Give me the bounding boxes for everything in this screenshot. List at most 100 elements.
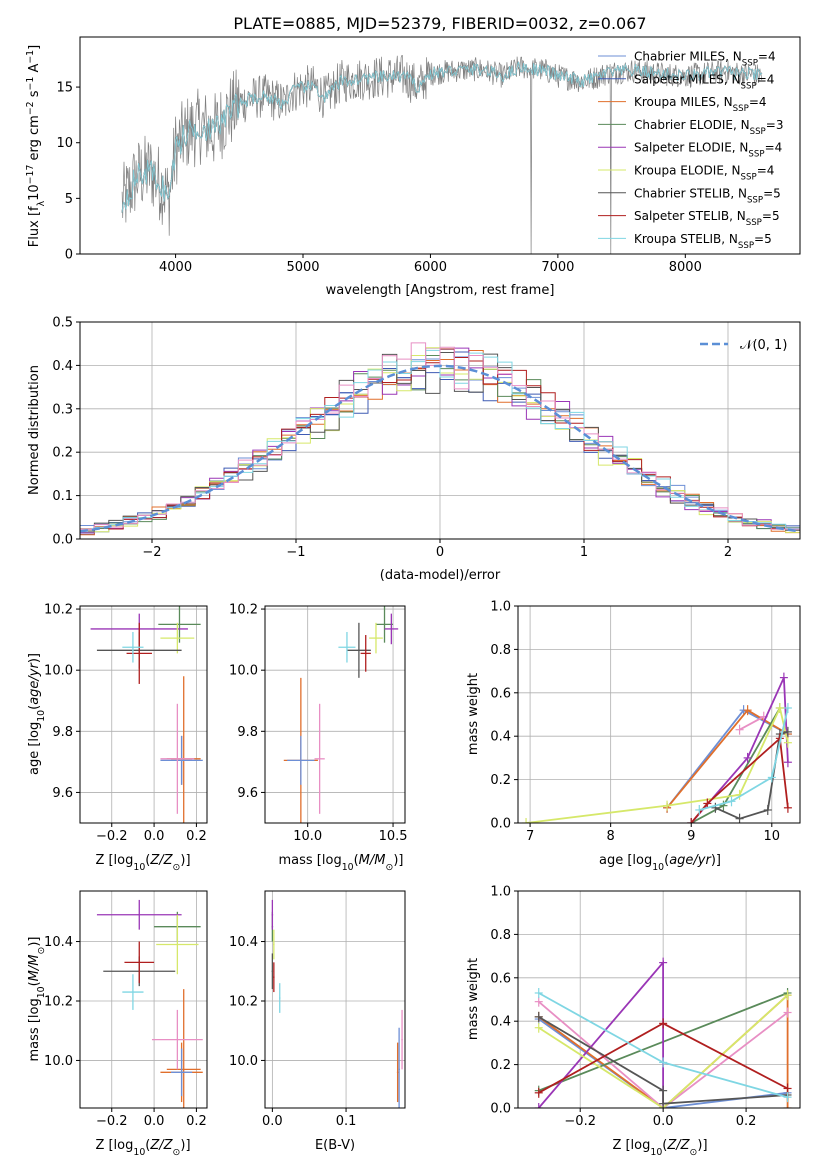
y-tick-label: 0.8 [490,928,511,943]
weight-z-ylabel: mass weight [466,958,481,1040]
label-part: −2 [25,101,36,115]
clipped-data [80,342,800,536]
weight-line-chabrier_stelib [538,1016,788,1105]
model-spectrum-kroupa_stelib [121,61,763,213]
label-part: 10 [133,862,145,873]
label-part: SSP [747,195,763,205]
frame-layer [76,36,801,1112]
label-part: M/M [359,853,386,868]
label-part: )] [27,653,42,663]
label-part: =4 [758,50,776,64]
label-part: mass [log [27,998,42,1061]
label-part: ⊙ [173,1147,181,1158]
age-z-xlabel: Z [log10(Z/Z⊙)] [95,853,190,873]
label-part: =5 [763,186,781,200]
label-part: =3 [766,118,784,132]
y-tick-label: 10.0 [229,1054,258,1069]
y-tick-label: 0.2 [52,446,73,461]
label-part: Kroupa ELODIE, N [634,164,741,178]
label-part: ( [145,853,150,868]
axes-frame [79,890,208,1109]
data-layer [80,55,800,1108]
label-part: Salpeter STELIB, N [634,209,746,223]
clipped-data [534,957,792,1108]
label-part: Flux [f [27,206,42,247]
x-tick-label: 7 [526,829,534,844]
weight-line-kroupa_elodie [538,994,789,1108]
x-tick-label: 0.0 [262,1114,283,1129]
y-tick-label: 0.4 [490,1015,511,1030]
x-tick-label: 10 [764,829,781,844]
y-tick-label: 0.2 [490,773,511,788]
label-part: =4 [765,141,783,155]
label-part: )] [697,1138,707,1153]
weight-line-extra_pink [739,715,765,731]
y-tick-label: 0.4 [490,730,511,745]
x-tick-label: 8 [607,829,615,844]
y-tick-label: 0.8 [490,643,511,658]
x-tick-label: 0.0 [144,1114,165,1129]
legend-label: Kroupa ELODIE, NSSP=4 [634,164,774,183]
x-tick-label: −1 [286,545,305,560]
y-tick-label: 9.8 [52,725,73,740]
label-part: )] [711,853,721,868]
label-part: SSP [733,104,749,114]
x-tick-label: 6000 [414,260,447,275]
y-tick-label: 0.6 [490,686,511,701]
legend-label: Chabrier MILES, NSSP=4 [634,50,776,69]
legend-label: Salpeter MILES, NSSP=4 [634,72,774,91]
label-part: 10 [36,986,47,998]
label-part: )] [180,1138,190,1153]
label-part: Z [log [612,1138,650,1153]
x-tick-label: 1 [580,545,588,560]
x-tick-label: −0.2 [96,1114,128,1129]
x-tick-label: 0.0 [653,1114,674,1129]
figure-title: PLATE=0885, MJD=52379, FIBERID=0032, z=0… [233,14,646,33]
label-part: SSP [750,127,766,137]
label-part: A [27,64,42,77]
label-part: ⊙ [36,947,47,955]
y-tick-label: 10.2 [229,603,258,618]
y-tick-label: 10.2 [229,994,258,1009]
x-tick-label: 10.0 [293,829,322,844]
x-tick-label: 2 [724,545,732,560]
x-tick-label: 9 [687,829,695,844]
label-part: 10 [652,862,664,873]
label-part: Z [log [95,853,133,868]
weight-age-xlabel: age [log10(age/yr)] [599,853,721,873]
y-tick-label: 5 [65,192,73,207]
label-part: 10 [27,184,42,201]
x-tick-label: 0.1 [336,1114,357,1129]
label-part: SSP [748,150,764,160]
y-tick-label: 9.6 [237,786,258,801]
y-tick-label: 0 [65,248,73,263]
y-tick-label: 0.3 [52,402,73,417]
label-part: Kroupa MILES, N [634,95,733,109]
weight-line-salpeter_elodie [690,677,789,823]
x-tick-label: 4000 [159,260,192,275]
y-tick-label: 10.4 [229,935,258,950]
clipped-data [522,672,792,823]
gaussian-curve [80,364,800,533]
label-part: SSP [746,218,762,228]
weight-z-xlabel: Z [log10(Z/Z⊙)] [612,1138,707,1158]
mass-z-xlabel: Z [log10(Z/Z⊙)] [95,1138,190,1158]
clipped-data [121,55,763,254]
spectrum-ylabel: Flux [fλ10−17 erg cm−2 s−1 A−1] [25,45,47,247]
label-part: age/yr [669,853,712,868]
label-part: ( [664,853,669,868]
clipped-data [90,606,203,823]
label-part: 10 [650,1147,662,1158]
label-part: =4 [757,164,775,178]
label-part: ( [27,705,42,710]
y-tick-label: 1.0 [490,885,511,900]
label-part: s [27,90,42,101]
label-part: ( [145,1138,150,1153]
label-part: 10 [133,1147,145,1158]
label-part: ⊙ [385,862,393,873]
x-tick-label: −0.2 [564,1114,596,1129]
y-tick-label: 0.0 [52,533,73,548]
observed-spectrum [121,55,763,254]
label-part: )] [27,937,42,947]
label-part: Z/Z [149,853,173,868]
